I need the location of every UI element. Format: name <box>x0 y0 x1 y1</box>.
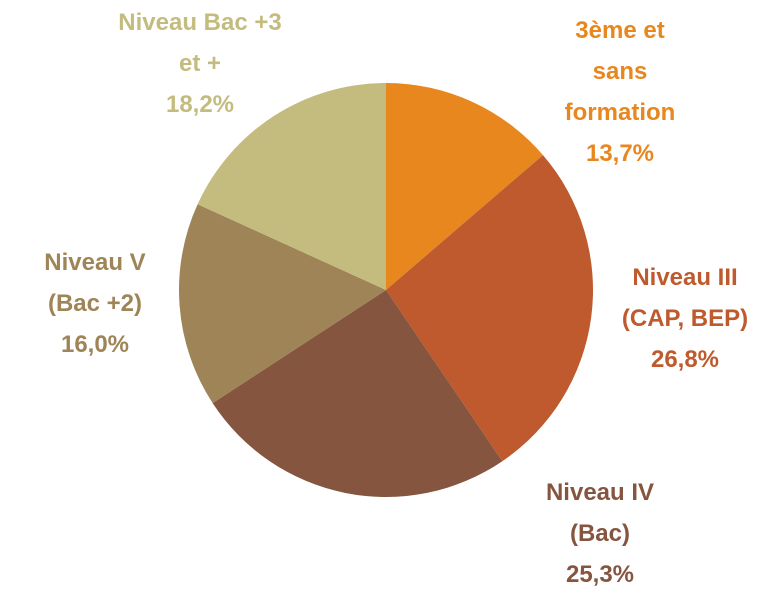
value-label: 18,2% <box>165 91 235 118</box>
value-label: 16,0% <box>60 331 130 358</box>
category-label: Niveau Bac +3 et + <box>118 9 282 77</box>
value-label: 26,8% <box>650 346 720 373</box>
slice-label: Niveau V (Bac +2) 16,0% <box>20 242 170 365</box>
category-label: 3ème et sans formation <box>564 17 676 126</box>
pie-slice <box>386 83 543 290</box>
slice-label: Niveau III (CAP, BEP) 26,8% <box>600 257 769 380</box>
slice-label: Niveau IV (Bac) 25,3% <box>518 472 683 595</box>
category-label: Niveau III (CAP, BEP) <box>621 264 749 332</box>
slice-label: Niveau Bac +3 et + 18,2% <box>110 2 290 125</box>
category-label: Niveau V (Bac +2) <box>44 249 146 317</box>
category-label: Niveau IV (Bac) <box>545 479 655 547</box>
pie-slice <box>212 290 503 497</box>
value-label: 13,7% <box>585 140 655 167</box>
value-label: 25,3% <box>565 561 635 588</box>
pie-slice <box>386 155 593 462</box>
pie-slice <box>197 83 386 290</box>
slice-label: 3ème et sans formation 13,7% <box>545 10 695 174</box>
pie-slice <box>179 204 386 404</box>
